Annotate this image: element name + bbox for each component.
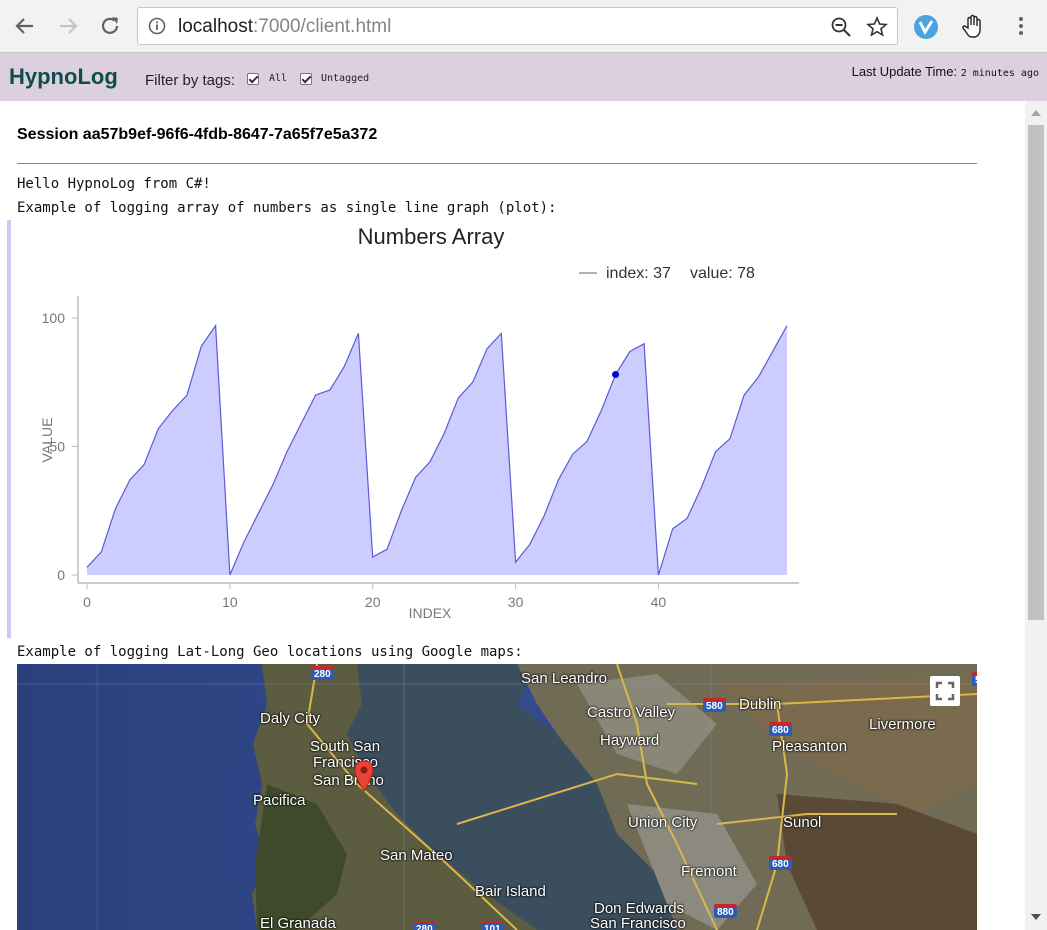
highway-shield: 580: [703, 698, 726, 712]
map-place-label: Fremont: [681, 863, 737, 880]
log-line: Example of logging Lat-Long Geo location…: [17, 644, 523, 660]
scroll-down-icon[interactable]: [1031, 913, 1041, 921]
map-place-label: South San: [310, 738, 381, 755]
map-place-label: Dublin: [739, 696, 782, 713]
x-axis-label: INDEX: [409, 605, 452, 621]
map-place-label: Livermore: [869, 716, 936, 733]
chart-title: Numbers Array: [358, 224, 505, 249]
x-tick-label: 0: [83, 594, 91, 610]
log-entry-marker: [7, 220, 11, 638]
x-tick-label: 20: [365, 594, 381, 610]
map-place-label: Bair Island: [475, 883, 546, 900]
map-satellite-view[interactable]: [17, 664, 977, 930]
highway-shield: 680: [769, 856, 792, 870]
address-bar[interactable]: localhost:7000/client.html: [137, 7, 898, 45]
map-marker-icon[interactable]: [354, 760, 374, 792]
map-place-label: Union City: [628, 814, 698, 831]
area-fill: [87, 325, 787, 575]
map-place-label: El Granada: [260, 915, 336, 930]
highway-shield: 880: [714, 904, 737, 918]
highway-shield: 580: [972, 672, 977, 686]
fullscreen-icon: [935, 681, 955, 701]
back-arrow-icon: [15, 18, 33, 34]
map-place-label: Sunol: [783, 814, 822, 831]
fullscreen-button[interactable]: [930, 676, 960, 706]
map-place-label: San Leandro: [521, 670, 607, 687]
numbers-array-chart[interactable]: Numbers Array index: 37 value: 78 0 10 20 3…: [17, 218, 817, 638]
reload-button[interactable]: [94, 10, 126, 42]
tag-untagged-label[interactable]: Untagged: [321, 73, 370, 84]
last-update: Last Update Time: 2 minutes ago: [851, 64, 1039, 79]
zoom-out-icon[interactable]: [830, 16, 852, 38]
browser-toolbar: localhost:7000/client.html: [0, 0, 1047, 53]
app-logo: HypnoLog: [9, 64, 118, 89]
legend-index: index: 37: [606, 265, 671, 282]
highway-shield: 280: [413, 921, 436, 930]
back-button[interactable]: [9, 10, 41, 42]
forward-arrow-icon: [60, 18, 78, 34]
map-place-label: Castro Valley: [587, 704, 676, 721]
url-text: localhost:7000/client.html: [178, 16, 392, 37]
tag-untagged-checkbox[interactable]: [300, 73, 312, 85]
page-scrollbar[interactable]: [1025, 101, 1047, 930]
x-tick-label: 10: [222, 594, 238, 610]
map-place-label: San Francisco: [590, 915, 686, 930]
scrollbar-thumb[interactable]: [1028, 125, 1044, 620]
log-line: Example of logging array of numbers as s…: [17, 200, 557, 216]
x-tick-label: 40: [651, 594, 667, 610]
google-map[interactable]: San Leandro Castro Valley Dublin Livermore D…: [17, 664, 977, 930]
x-tick-label: 30: [508, 594, 524, 610]
highway-shield: 280: [311, 666, 334, 680]
hand-cursor-icon[interactable]: [960, 12, 988, 40]
info-icon[interactable]: [148, 17, 166, 35]
bookmark-star-icon[interactable]: [866, 16, 888, 38]
highway-shield: 101: [481, 921, 504, 930]
highway-shield: 680: [769, 722, 792, 736]
log-line: Hello HypnoLog from C#!: [17, 176, 211, 192]
map-place-label: Hayward: [600, 732, 660, 749]
menu-dots-icon[interactable]: [1014, 15, 1028, 37]
tag-all-label[interactable]: All: [269, 73, 288, 84]
y-axis-label: VALUE: [39, 418, 55, 463]
reload-icon: [101, 17, 119, 34]
tag-all-checkbox[interactable]: [247, 73, 259, 85]
filter-label: Filter by tags:: [145, 72, 236, 89]
divider: [17, 163, 977, 164]
session-title: Session aa57b9ef-96f6-4fdb-8647-7a65f7e5…: [17, 126, 378, 143]
app-header: HypnoLog Filter by tags: All Untagged La…: [0, 53, 1047, 101]
y-tick-label: 50: [49, 439, 65, 455]
forward-button[interactable]: [52, 10, 84, 42]
map-place-label: Pacifica: [253, 792, 306, 809]
map-place-label: Daly City: [260, 710, 321, 727]
map-place-label: Don Edwards: [594, 900, 685, 917]
map-place-label: Pleasanton: [772, 738, 848, 755]
extension-icon[interactable]: [913, 14, 939, 40]
highlight-point: [612, 371, 620, 379]
legend-value: value: 78: [690, 265, 755, 282]
map-place-label: San Mateo: [380, 847, 453, 864]
scroll-up-icon[interactable]: [1031, 109, 1041, 117]
y-tick-label: 0: [57, 567, 65, 583]
y-tick-label: 100: [42, 310, 66, 326]
series-line: [86, 323, 788, 576]
